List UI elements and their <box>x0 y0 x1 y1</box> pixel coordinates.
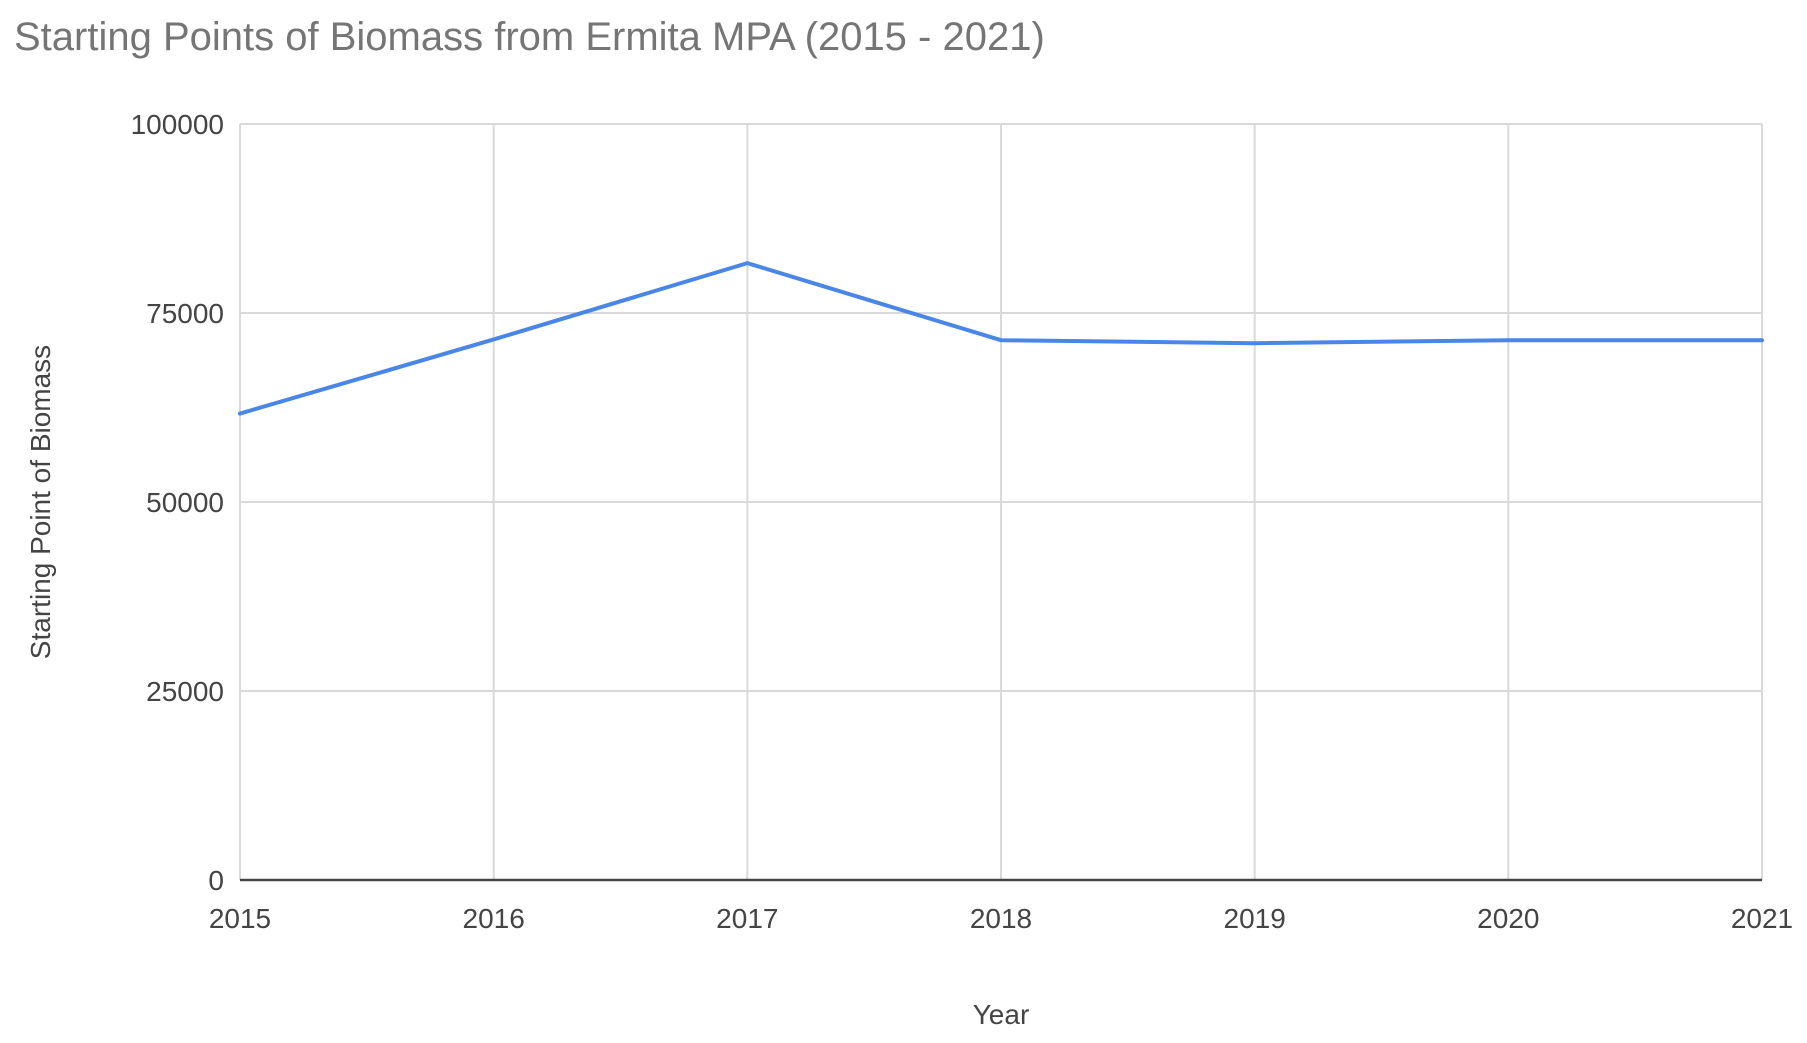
x-tick-label: 2015 <box>209 903 271 934</box>
x-tick-label: 2017 <box>716 903 778 934</box>
x-tick-label: 2021 <box>1731 903 1793 934</box>
x-tick-label: 2020 <box>1477 903 1539 934</box>
x-axis-title: Year <box>973 999 1030 1030</box>
y-tick-label: 50000 <box>146 487 224 518</box>
y-tick-label: 100000 <box>131 109 224 140</box>
x-tick-label: 2019 <box>1224 903 1286 934</box>
gridlines <box>239 123 1763 880</box>
y-tick-label: 75000 <box>146 298 224 329</box>
y-tick-label: 25000 <box>146 676 224 707</box>
x-tick-labels: 2015 2016 2017 2018 2019 2020 2021 <box>209 903 1793 934</box>
x-tick-label: 2016 <box>463 903 525 934</box>
chart-title: Starting Points of Biomass from Ermita M… <box>14 15 1045 59</box>
y-tick-labels: 0 25000 50000 75000 100000 <box>131 109 224 896</box>
series-line <box>238 261 1764 416</box>
series-lines <box>238 261 1764 416</box>
y-axis-title: Starting Point of Biomass <box>25 345 56 659</box>
y-tick-label: 0 <box>208 865 224 896</box>
x-tick-label: 2018 <box>970 903 1032 934</box>
